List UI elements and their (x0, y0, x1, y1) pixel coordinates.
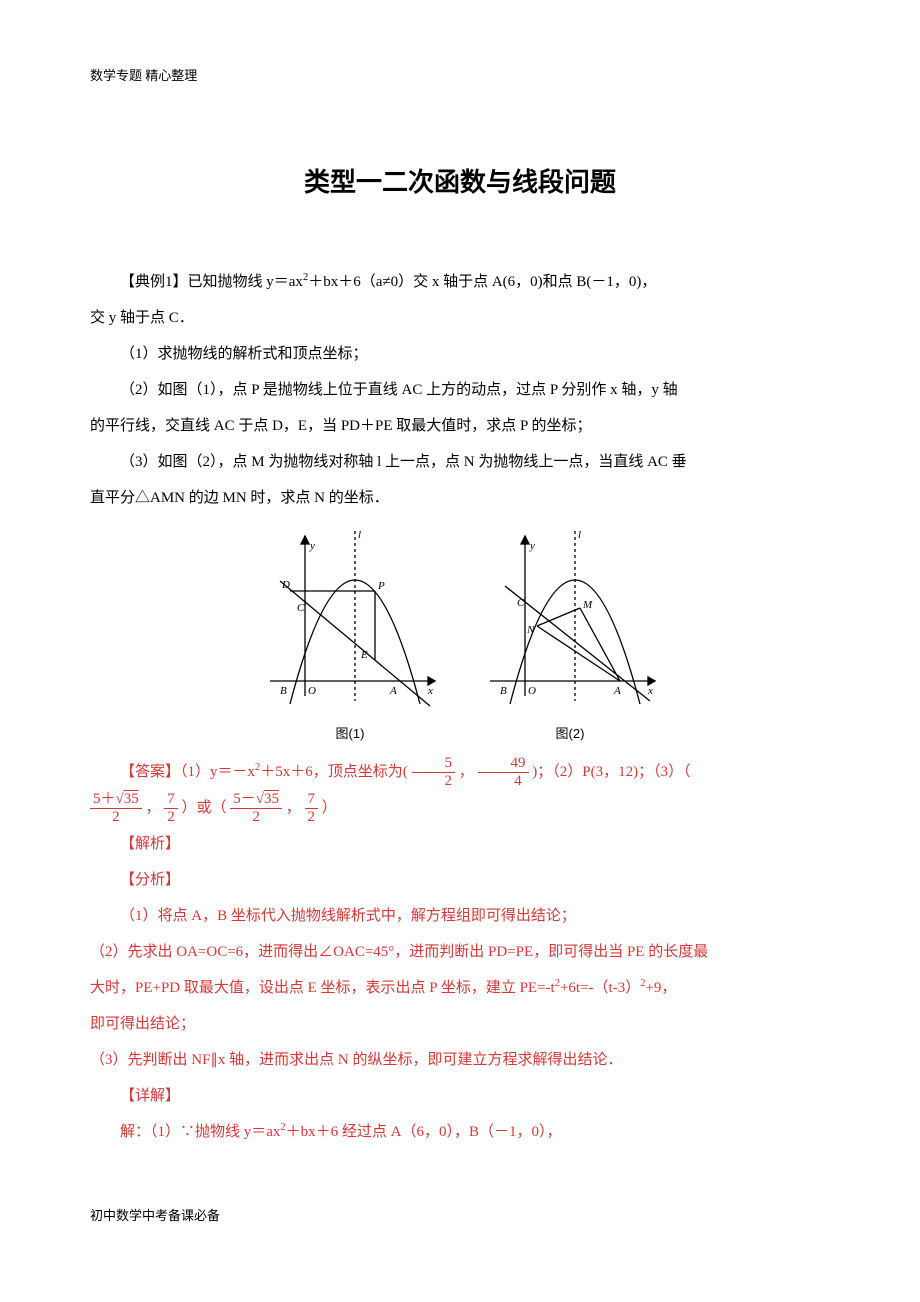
svg-text:E: E (360, 649, 368, 661)
p2d: +9， (645, 980, 676, 996)
analysis-p3: （3）先判断出 NF∥x 轴，进而求出点 N 的纵坐标，即可建立方程求解得出结论… (90, 1042, 830, 1078)
question-2a: （2）如图（1），点 P 是抛物线上位于直线 AC 上方的动点，过点 P 分别作… (90, 372, 830, 408)
root1-den: 2 (90, 809, 142, 826)
comma: ， (286, 800, 301, 816)
footer-note: 初中数学中考备课必备 (90, 1200, 830, 1231)
figure-1: y l x D C P E B O A 图(1) (260, 526, 440, 749)
header-note: 数学专题 精心整理 (90, 60, 830, 91)
svg-text:B: B (500, 685, 507, 697)
analysis-p1: （1）将点 A，B 坐标代入抛物线解析式中，解方程组即可得出结论； (90, 898, 830, 934)
h1d: 2 (164, 809, 178, 826)
figure-row: y l x D C P E B O A 图(1) (90, 526, 830, 749)
a1-mid: ＋5x＋6，顶点坐标为( (260, 764, 408, 780)
solution-1: 解：（1）∵抛物线 y＝ax2＋bx＋6 经过点 A（6，0），B（－1，0）， (90, 1114, 830, 1150)
h2n: 7 (305, 791, 319, 809)
figure-2: y l x C M N B O A 图(2) (480, 526, 660, 749)
analysis-p2a: （2）先求出 OA=OC=6，进而得出∠OAC=45°，进而判断出 PD=PE，… (90, 934, 830, 970)
page-title: 类型一二次函数与线段问题 (90, 151, 830, 213)
svg-text:C: C (297, 602, 305, 614)
root2-num: 5－√35 (230, 791, 282, 809)
svg-text:l: l (358, 529, 361, 541)
analysis-p2e: 即可得出结论； (90, 1006, 830, 1042)
sol1a: 解：（1）∵抛物线 y＝ax (120, 1124, 280, 1140)
root2: 5－√35 2 (230, 791, 282, 825)
vertex-y: 494 (478, 755, 529, 789)
svg-text:y: y (309, 540, 315, 552)
analysis-label-2: 【分析】 (90, 862, 830, 898)
h1n: 7 (164, 791, 178, 809)
svg-text:M: M (582, 599, 593, 611)
question-1: （1）求抛物线的解析式和顶点坐标； (90, 336, 830, 372)
root2-den: 2 (230, 809, 282, 826)
vx-num: 5 (412, 755, 456, 773)
answer-line1: 【答案】（1）y＝－x 2＋5x＋6，顶点坐标为( 52 ， 494 )；（2）P… (90, 754, 830, 790)
figure-2-caption: 图(2) (480, 718, 660, 749)
answer-line2: 5＋√35 2 ， 72 ）或（ 5－√35 2 ， 72 ） (90, 790, 830, 826)
detail-label: 【详解】 (90, 1078, 830, 1114)
sol1b: ＋bx＋6 经过点 A（6，0），B（－1，0）， (286, 1124, 562, 1140)
intro-a: 已知抛物线 y＝ax (188, 274, 303, 290)
root1-num: 5＋√35 (90, 791, 142, 809)
join-or: ）或（ (182, 800, 227, 816)
intro-c: 交 y 轴于点 C． (90, 300, 830, 336)
p2b: 大时，PE+PD 取最大值，设出点 E 坐标，表示出点 P 坐标，建立 PE=-… (90, 980, 555, 996)
half-2: 72 (305, 791, 319, 825)
analysis-p2b-line: 大时，PE+PD 取最大值，设出点 E 坐标，表示出点 P 坐标，建立 PE=-… (90, 970, 830, 1006)
figure-2-svg: y l x C M N B O A (480, 526, 660, 716)
vy-den: 4 (478, 773, 529, 790)
svg-text:B: B (280, 685, 287, 697)
figure-1-svg: y l x D C P E B O A (260, 526, 440, 716)
vertex-x: 52 (412, 755, 456, 789)
svg-text:A: A (613, 685, 621, 697)
answer-tail: ） (322, 800, 337, 816)
comma: ， (146, 800, 161, 816)
h2d: 2 (305, 809, 319, 826)
question-2b: 的平行线，交直线 AC 于点 D，E，当 PD＋PE 取最大值时，求点 P 的坐… (90, 408, 830, 444)
svg-text:x: x (427, 685, 433, 697)
svg-text:x: x (647, 685, 653, 697)
svg-text:P: P (377, 580, 385, 592)
problem-intro: 【典例1】已知抛物线 y＝ax2＋bx＋6（a≠0）交 x 轴于点 A(6，0)… (90, 264, 830, 300)
svg-text:C: C (517, 597, 525, 609)
svg-text:l: l (578, 529, 581, 541)
a1-pre: （1）y＝－x (180, 764, 255, 780)
p2c: +6t=-（t-3） (560, 980, 640, 996)
question-3a: （3）如图（2），点 M 为抛物线对称轴 l 上一点，点 N 为抛物线上一点，当… (90, 444, 830, 480)
figure-1-caption: 图(1) (260, 718, 440, 749)
svg-text:O: O (308, 685, 316, 697)
a1-post: )；（2）P(3，12)；（3）（ (532, 764, 690, 780)
svg-text:N: N (526, 624, 535, 636)
svg-text:y: y (529, 540, 535, 552)
vy-num: 49 (478, 755, 529, 773)
question-3b: 直平分△AMN 的边 MN 时，求点 N 的坐标． (90, 480, 830, 516)
comma: ， (459, 764, 474, 780)
svg-text:A: A (389, 685, 397, 697)
half-1: 72 (164, 791, 178, 825)
intro-b: ＋bx＋6（a≠0）交 x 轴于点 A(6，0)和点 B(－1，0)， (308, 274, 656, 290)
svg-text:O: O (528, 685, 536, 697)
svg-text:D: D (281, 579, 290, 591)
vx-den: 2 (412, 773, 456, 790)
answer-label: 【答案】 (120, 764, 180, 780)
example-label: 【典例1】 (120, 274, 188, 290)
analysis-label-1: 【解析】 (90, 826, 830, 862)
root1: 5＋√35 2 (90, 791, 142, 825)
